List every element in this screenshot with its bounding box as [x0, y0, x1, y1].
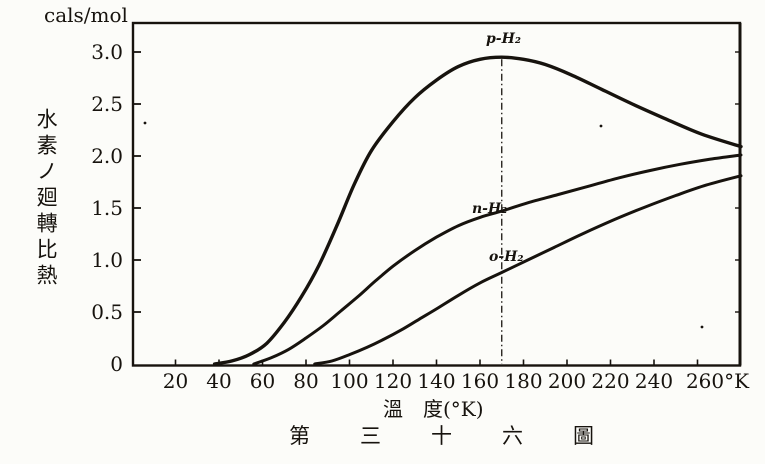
- curve-label-ortho-hydrogen: o-H₂: [489, 249, 524, 265]
- x-tick-label: 20: [162, 369, 189, 393]
- curve-ortho-hydrogen: [313, 174, 743, 366]
- x-tick-label: 220: [591, 369, 630, 393]
- x-tick-label: 180: [504, 369, 543, 393]
- figure-caption: 第三十六圖: [289, 424, 644, 448]
- scan-speck: [599, 124, 603, 128]
- curve-label-para-hydrogen: p-H₂: [486, 31, 521, 47]
- y-tick-label: 0.5: [91, 300, 123, 324]
- x-tick-label: 80: [293, 369, 319, 393]
- scan-speck: [700, 325, 704, 329]
- x-tick-label: 140: [417, 369, 456, 393]
- y-axis-title: 水素ノ廻轉比熱: [34, 108, 59, 290]
- y-tick-label: 2.5: [91, 92, 123, 116]
- plot-frame: [131, 21, 742, 367]
- y-axis-unit-label: cals/mol: [44, 3, 128, 27]
- curve-label-normal-hydrogen: n-H₂: [472, 201, 508, 217]
- y-tick-label: 1.0: [91, 248, 123, 272]
- x-tick-label: 100: [330, 369, 369, 393]
- x-axis-title: 溫 度(°K): [383, 397, 484, 421]
- curve-para-hydrogen: [212, 55, 743, 366]
- x-tick-label: 200: [547, 369, 587, 393]
- x-tick-label: 240: [634, 369, 674, 393]
- y-tick-label: 1.5: [91, 196, 123, 220]
- x-tick-label: 60: [249, 369, 276, 393]
- y-tick-label: 0: [110, 352, 123, 376]
- x-tick-label: 40: [206, 369, 232, 393]
- scan-speck: [143, 121, 147, 125]
- x-tick-label: 120: [373, 369, 413, 393]
- y-tick-label: 2.0: [91, 144, 123, 168]
- x-tick-label: 260°K: [685, 369, 750, 393]
- y-tick-label: 3.0: [91, 40, 123, 64]
- x-tick-label: 160: [460, 369, 500, 393]
- curve-normal-hydrogen: [252, 153, 743, 366]
